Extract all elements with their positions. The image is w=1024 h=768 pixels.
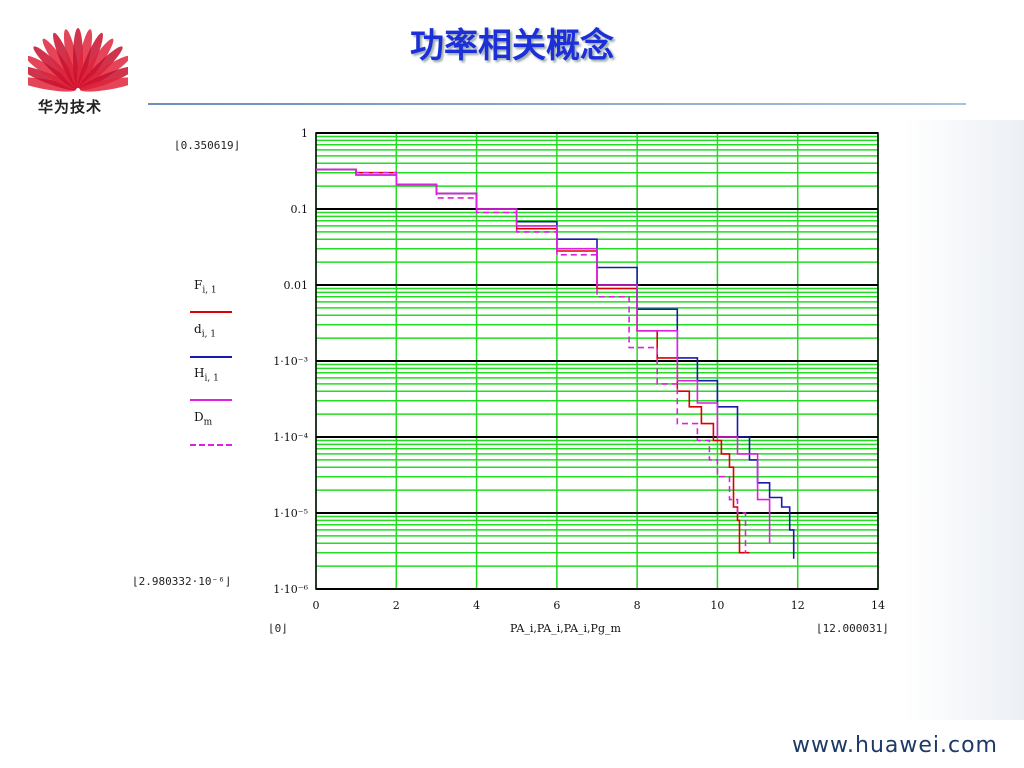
x-tick-label: 4 xyxy=(473,599,480,612)
x-tick-label: 14 xyxy=(871,599,885,612)
legend-swatch-d xyxy=(190,356,232,358)
y-tick-label: 1 xyxy=(301,127,308,140)
x-tick-label: 0 xyxy=(313,599,320,612)
y-tick-label: 1·10⁻⁵ xyxy=(273,507,308,520)
x-tick-label: 8 xyxy=(634,599,641,612)
y-tick-label: 1·10⁻³ xyxy=(273,355,308,368)
legend-label-f: Fi, 1 xyxy=(194,278,217,296)
y-max-bound: ⌊0.350619⌋ xyxy=(174,139,241,152)
legend-swatch-f xyxy=(190,311,232,313)
x-tick-label: 6 xyxy=(553,599,560,612)
y-tick-label: 0.1 xyxy=(291,203,309,216)
x-tick-label: 10 xyxy=(710,599,724,612)
legend-label-h: Hi, 1 xyxy=(194,366,219,384)
logo-text: 华为技术 xyxy=(38,98,103,116)
x-tick-label: 12 xyxy=(791,599,805,612)
logo-petal xyxy=(28,77,77,92)
legend-swatch-dm xyxy=(190,444,232,446)
footer-url: www.huawei.com xyxy=(792,733,998,758)
legend-label-d: di, 1 xyxy=(194,322,217,340)
y-tick-label: 0.01 xyxy=(284,279,309,292)
legend-swatch-h xyxy=(190,399,232,401)
slide-title: 功率相关概念 xyxy=(410,26,614,66)
plot-border xyxy=(315,132,879,590)
y-tick-label: 1·10⁻⁶ xyxy=(273,583,308,596)
y-tick-label: 1·10⁻⁴ xyxy=(273,431,308,444)
x-tick-label: 2 xyxy=(393,599,400,612)
logo-petal xyxy=(79,77,128,92)
x-min-bound: ⌊0⌋ xyxy=(268,622,288,635)
x-max-bound: ⌊12.000031⌋ xyxy=(816,622,889,635)
background-gradient xyxy=(904,120,1024,720)
y-min-bound: ⌊2.980332·10⁻⁶⌋ xyxy=(132,575,232,588)
huawei-logo xyxy=(28,28,128,92)
series-line-d xyxy=(316,168,747,553)
legend-label-dm: Dm xyxy=(194,410,213,428)
x-axis-label: PA_i,PA_i,PA_i,Pg_m xyxy=(510,622,621,635)
title-divider xyxy=(148,103,966,105)
